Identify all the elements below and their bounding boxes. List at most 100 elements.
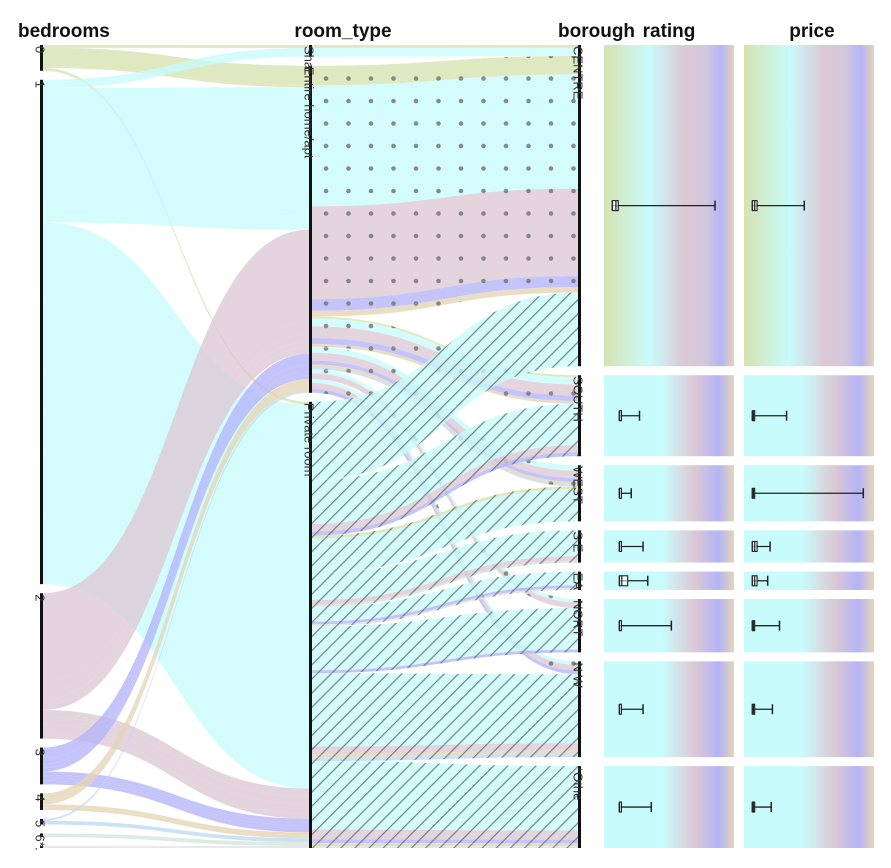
ribbon-dot-to-private-room-44 (43, 846, 309, 848)
category-label-bedrooms-0: 0 (32, 46, 47, 53)
axis-bar-bedrooms-3[interactable] (40, 747, 43, 785)
ribbon-0-to-private-room-3 (43, 68, 309, 405)
category-label-borough-othe: *Othe (570, 767, 585, 800)
category-label-bedrooms-2: 2 (32, 594, 47, 601)
ribbon-pattern-private-room-to-othe-43 (312, 843, 578, 847)
axis-bar-bedrooms-6[interactable] (40, 833, 43, 838)
category-label-bedrooms-1: 1 (32, 81, 47, 88)
ribbon-pattern-entire-home-apt-to-west-16 (312, 367, 578, 487)
ribbon-pattern-private-room-to-othe-41 (312, 829, 578, 840)
ribbon-pattern-private-room-to-n-w-38 (312, 750, 578, 758)
ribbon-pattern-private-room-to-s-e-30 (312, 560, 578, 607)
ribbon-pattern-private-room-to-nort-34 (312, 608, 578, 671)
category-label-borough-s-e: S E (570, 531, 585, 552)
strips-layer (604, 45, 874, 848)
ribbon-pattern-private-room-to-n-w-39 (312, 753, 578, 762)
ribbon-shar-to-centre-1 (312, 47, 578, 57)
axis-bar-borough-south[interactable] (578, 375, 581, 457)
ribbon-pattern-entire-home-apt-to-centre-4 (312, 188, 578, 300)
rating-box-ea (618, 575, 629, 587)
axis-bar-borough-west[interactable] (578, 465, 581, 522)
ribbons-layer (43, 45, 578, 848)
ribbon-3-to-entire-home-apt-28 (43, 365, 309, 765)
axis-bar-borough-s-e[interactable] (578, 530, 581, 563)
ribbon-4-to-entire-home-apt-36 (43, 384, 309, 802)
ribbon-0-to-shar-0 (43, 45, 309, 48)
ribbon-pattern-private-room-to-south-23 (312, 403, 578, 524)
axis-bar-bedrooms-0[interactable] (40, 45, 43, 71)
ribbon-3-to-entire-home-apt-29 (43, 371, 309, 768)
axis-bar-borough-ea[interactable] (578, 571, 581, 590)
ribbon-4-to-entire-home-apt-35 (43, 379, 309, 799)
ribbon-2-to-private-room-26 (43, 733, 309, 819)
ribbon-pattern-private-room-to-west-27 (312, 489, 578, 573)
ribbon-1-to-entire-home-apt-6 (43, 202, 309, 217)
ribbon-5-to-entire-home-apt-40 (43, 390, 309, 821)
ribbon-2-to-private-room-24 (43, 717, 309, 805)
axis-bar-borough-nort[interactable] (578, 598, 581, 653)
ribbon-3-to-private-room-34 (43, 780, 309, 833)
axis-bar-bedrooms-4[interactable] (40, 793, 43, 810)
ribbon-6-to-private-room-43 (43, 835, 309, 847)
axis-bar-borough-n-w[interactable] (578, 661, 581, 758)
ribbon-1-to-entire-home-apt-7 (43, 209, 309, 222)
title-borough: borough (558, 21, 635, 42)
title-price: price (789, 21, 834, 42)
ribbon-2-to-entire-home-apt-19 (43, 322, 309, 692)
ribbon-pattern-entire-home-apt-to-centre-3 (312, 74, 578, 207)
category-label-bedrooms-dot: . (32, 847, 47, 851)
ribbon-1-to-entire-home-apt-8 (43, 215, 309, 226)
axis-bar-bedrooms-1[interactable] (40, 79, 43, 585)
titles-layer: bedrooms room_type borough rating price (18, 21, 835, 42)
ribbon-pattern-private-room-to-south-24 (312, 445, 578, 532)
axis-bar-bedrooms-5[interactable] (40, 818, 43, 825)
ribbon-pattern-entire-home-apt-to-west-15 (312, 364, 578, 485)
ribbon-pattern-entire-home-apt-to-centre-5 (312, 276, 578, 311)
ribbon-pattern-private-room-to-south-25 (312, 452, 578, 536)
rating-strip-ea (604, 571, 734, 590)
ribbon-pattern-private-room-to-s-e-29 (312, 556, 578, 605)
ribbon-pattern-private-room-to-ea-32 (312, 585, 578, 625)
price-strip-ea (744, 571, 874, 590)
category-label-borough-south: SOUTH (570, 376, 585, 422)
ribbon-3-to-private-room-33 (43, 777, 309, 829)
ribbon-3-to-entire-home-apt-30 (43, 375, 309, 772)
ribbon-3-to-private-room-32 (43, 775, 309, 826)
category-label-room-type-private-room: Private room (301, 403, 316, 477)
title-rating: rating (643, 21, 696, 42)
title-room-type: room_type (294, 21, 391, 42)
ribbon-pattern-private-room-to-othe-42 (312, 839, 578, 844)
ribbon-1-to-shar-4 (43, 47, 309, 89)
ribbon-2-to-entire-home-apt-21 (43, 342, 309, 705)
axis-bar-room-type-shar[interactable] (309, 45, 312, 57)
axis-bar-room-type-entire-home-apt[interactable] (309, 65, 312, 393)
axis-bar-borough-othe[interactable] (578, 766, 581, 848)
ribbon-6-to-private-room-42 (43, 833, 309, 845)
category-label-borough-ea: EA (570, 573, 585, 591)
ribbon-2-to-entire-home-apt-22 (43, 347, 309, 711)
ribbon-pattern-private-room-to-n-w-37 (312, 743, 578, 755)
category-label-borough-west: WEST (570, 466, 585, 504)
ribbon-pattern-private-room-to-ea-31 (312, 571, 578, 622)
axes-layer (40, 45, 581, 848)
category-label-borough-n-w: N W (570, 662, 585, 688)
category-label-bedrooms-4: 4 (32, 794, 47, 801)
axis-bar-room-type-private-room[interactable] (309, 401, 312, 848)
ribbon-2-to-private-room-23 (43, 710, 309, 797)
ribbon-pattern-entire-home-apt-to-centre-2 (312, 56, 578, 86)
axis-bar-bedrooms-2[interactable] (40, 593, 43, 739)
ribbon-1-to-entire-home-apt-5 (43, 87, 309, 209)
ribbon-5-to-private-room-41 (43, 820, 309, 843)
ribbon-2-to-private-room-25 (43, 724, 309, 814)
category-label-room-type-shar: Shar (301, 46, 316, 74)
ribbon-pattern-entire-home-apt-to-centre-6 (312, 287, 578, 317)
category-label-bedrooms-3: 3 (32, 749, 47, 756)
category-label-borough-centre: CENTRE (570, 46, 585, 100)
axis-bar-borough-centre[interactable] (578, 45, 581, 367)
category-label-bedrooms-5: 5 (32, 820, 47, 827)
category-label-bedrooms-6: 6* (32, 834, 47, 846)
ribbon-4-to-private-room-39 (43, 807, 309, 839)
axis-bar-bedrooms-dot[interactable] (40, 846, 43, 848)
